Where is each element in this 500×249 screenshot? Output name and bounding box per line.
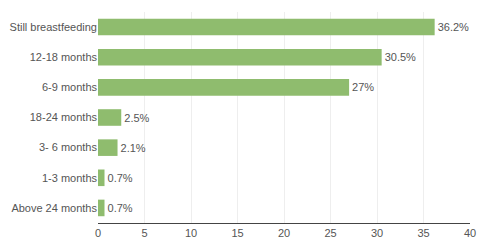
svg-text:2.5%: 2.5% <box>124 112 149 124</box>
svg-text:1-3 months: 1-3 months <box>42 172 98 184</box>
svg-text:3- 6 months: 3- 6 months <box>39 141 98 153</box>
svg-text:25: 25 <box>324 227 336 239</box>
svg-text:15: 15 <box>231 227 243 239</box>
svg-text:30: 30 <box>371 227 383 239</box>
svg-text:20: 20 <box>278 227 290 239</box>
svg-text:5: 5 <box>141 227 147 239</box>
svg-text:6-9 months: 6-9 months <box>42 81 98 93</box>
svg-text:35: 35 <box>417 227 429 239</box>
svg-text:0.7%: 0.7% <box>108 202 133 214</box>
svg-text:2.1%: 2.1% <box>121 142 146 154</box>
svg-text:0: 0 <box>95 227 101 239</box>
svg-text:27%: 27% <box>352 81 374 93</box>
svg-text:Above 24 months: Above 24 months <box>11 202 97 214</box>
svg-text:36.2%: 36.2% <box>438 21 469 33</box>
svg-text:18-24 months: 18-24 months <box>30 111 98 123</box>
svg-text:Still breastfeeding: Still breastfeeding <box>10 21 97 33</box>
svg-text:30.5%: 30.5% <box>385 51 416 63</box>
svg-text:0.7%: 0.7% <box>108 172 133 184</box>
svg-text:40: 40 <box>464 227 476 239</box>
svg-text:12-18 months: 12-18 months <box>30 51 98 63</box>
svg-text:10: 10 <box>185 227 197 239</box>
